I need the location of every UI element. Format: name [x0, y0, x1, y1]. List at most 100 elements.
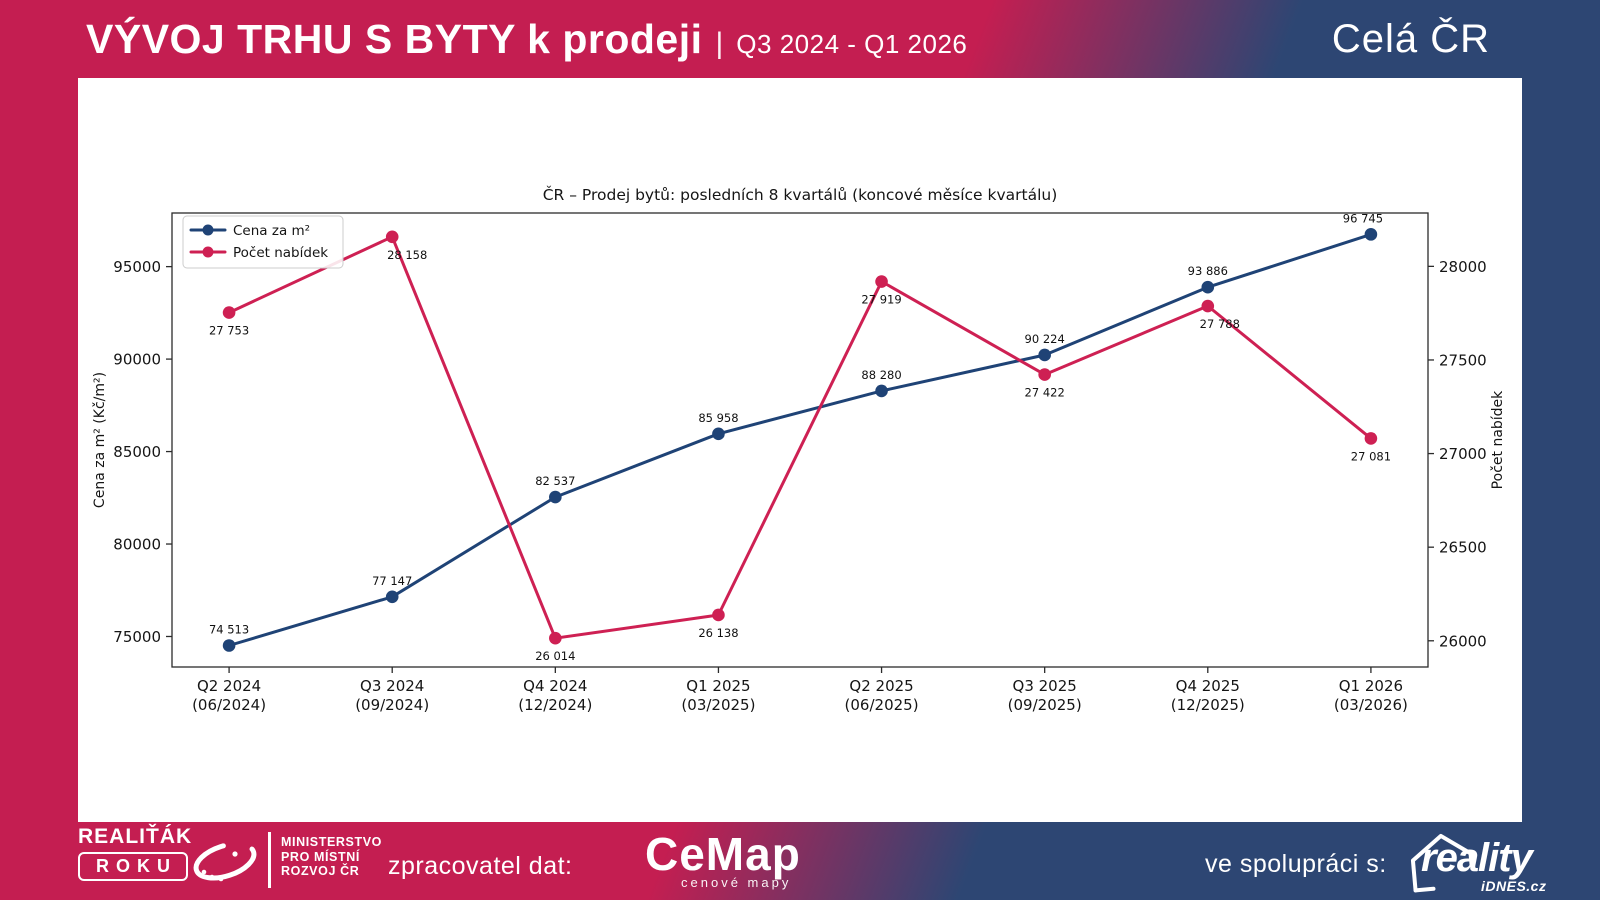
- chart-panel: ČR – Prodej bytů: posledních 8 kvartálů …: [78, 78, 1522, 822]
- data-point: [712, 427, 725, 441]
- page-title: VÝVOJ TRHU S BYTY k prodeji: [86, 15, 703, 62]
- svg-text:Q1 2026: Q1 2026: [1339, 677, 1403, 695]
- svg-text:95000: 95000: [113, 258, 161, 276]
- header-bar: VÝVOJ TRHU S BYTY k prodeji | Q3 2024 - …: [0, 0, 1600, 78]
- svg-text:80000: 80000: [113, 536, 161, 554]
- data-label: 77 147: [372, 574, 412, 588]
- data-point: [222, 639, 236, 652]
- data-point: [1364, 228, 1378, 241]
- svg-text:28000: 28000: [1439, 258, 1487, 276]
- svg-text:(06/2024): (06/2024): [192, 696, 266, 714]
- data-label: 93 886: [1188, 264, 1228, 278]
- svg-text:(09/2025): (09/2025): [1008, 696, 1082, 714]
- data-label: 27 788: [1200, 317, 1240, 331]
- data-point: [1038, 368, 1051, 381]
- svg-text:Q4 2024: Q4 2024: [523, 677, 587, 695]
- line-chart: ČR – Prodej bytů: posledních 8 kvartálů …: [92, 185, 1506, 714]
- data-label: 27 081: [1351, 449, 1391, 463]
- data-label: 96 745: [1343, 211, 1383, 225]
- data-label: 85 958: [698, 411, 738, 425]
- data-label: 27 919: [861, 293, 901, 307]
- svg-text:26500: 26500: [1439, 539, 1487, 557]
- svg-text:(03/2026): (03/2026): [1334, 696, 1408, 714]
- series-listings: [222, 230, 1378, 645]
- legend-label: Cena za m²: [233, 223, 310, 239]
- data-point: [1201, 299, 1215, 313]
- svg-text:Q3 2025: Q3 2025: [1013, 677, 1077, 695]
- reality-idnes-logo: reality iDNES.cz: [1405, 830, 1575, 896]
- svg-text:Q3 2024: Q3 2024: [360, 677, 424, 695]
- idnes-wordmark: iDNES.cz: [1481, 878, 1547, 894]
- series-price: [222, 228, 1378, 652]
- svg-text:(09/2024): (09/2024): [355, 696, 429, 714]
- cemap-tagline: cenové mapy: [681, 875, 792, 890]
- cemap-logo: CeMap cenové mapy: [645, 827, 801, 890]
- footer-bar: REALIŤÁK ROKU MINISTERSTVO PRO MÍSTNÍ RO…: [0, 822, 1600, 900]
- legend: Cena za m² Počet nabídek: [182, 215, 344, 269]
- svg-text:(06/2025): (06/2025): [845, 696, 919, 714]
- data-label: 28 158: [387, 248, 427, 262]
- svg-text:Q2 2025: Q2 2025: [849, 677, 913, 695]
- y-axis-right: 26000 26500 27000 27500 28000 Počet nabídek: [1428, 258, 1506, 650]
- data-point: [385, 230, 399, 244]
- data-label: 26 014: [535, 649, 575, 663]
- data-labels: 27 753 28 158 26 014 26 138 27 919 27 422 27 7…: [209, 248, 1391, 663]
- chart-title: ČR – Prodej bytů: posledních 8 kvartálů …: [543, 185, 1058, 204]
- svg-text:85000: 85000: [113, 443, 161, 461]
- svg-text:75000: 75000: [113, 628, 161, 646]
- ministry-line: MINISTERSTVO: [281, 835, 382, 849]
- data-point: [875, 384, 888, 398]
- realitak-roku-logo: REALIŤÁK ROKU: [78, 825, 193, 881]
- svg-text:(12/2024): (12/2024): [518, 696, 592, 714]
- data-point: [712, 608, 725, 622]
- data-label: 90 224: [1025, 332, 1065, 346]
- svg-text:(03/2025): (03/2025): [681, 696, 755, 714]
- legend-label: Počet nabídek: [233, 245, 328, 261]
- data-point: [1038, 348, 1051, 362]
- data-label: 82 537: [535, 474, 575, 488]
- footer-divider: [268, 832, 271, 888]
- header-period: Q3 2024 - Q1 2026: [736, 28, 968, 59]
- ministry-logo: MINISTERSTVO PRO MÍSTNÍ ROZVOJ ČR: [281, 835, 382, 879]
- roku-badge: ROKU: [78, 852, 188, 881]
- data-label: 27 753: [209, 324, 249, 338]
- x-axis: Q2 2024(06/2024)Q3 2024(09/2024)Q4 2024(…: [192, 667, 1408, 714]
- svg-text:(12/2025): (12/2025): [1171, 696, 1245, 714]
- data-point: [875, 275, 888, 288]
- partner-label: ve spolupráci s:: [1205, 850, 1387, 878]
- data-label: 27 422: [1025, 386, 1065, 400]
- region-label: Celá ČR: [1331, 16, 1490, 61]
- ministry-line: PRO MÍSTNÍ: [281, 849, 360, 864]
- house-icon: [1410, 833, 1474, 893]
- svg-text:26000: 26000: [1439, 632, 1487, 650]
- svg-text:90000: 90000: [113, 351, 161, 369]
- y-axis-left: 75000 80000 85000 90000 95000 Cena za m² (Kč/…: [92, 258, 172, 646]
- svg-text:27000: 27000: [1439, 445, 1487, 463]
- data-point: [385, 590, 399, 604]
- data-point: [549, 490, 562, 504]
- svg-text:Cena za m² (Kč/m²): Cena za m² (Kč/m²): [92, 372, 108, 508]
- header-title-group: VÝVOJ TRHU S BYTY k prodeji | Q3 2024 - …: [86, 16, 967, 63]
- reality-wordmark: reality: [1421, 836, 1533, 880]
- data-point: [549, 631, 562, 645]
- data-label: 26 138: [698, 626, 738, 640]
- data-point: [222, 306, 236, 319]
- data-point: [1364, 432, 1378, 445]
- ministry-swirl-icon: [193, 841, 257, 882]
- plot-frame: [171, 212, 1429, 668]
- data-label: 88 280: [861, 368, 901, 382]
- data-provider-label: zpracovatel dat:: [388, 852, 573, 880]
- title-divider: |: [715, 26, 724, 60]
- svg-text:Počet nabídek: Počet nabídek: [1490, 390, 1506, 489]
- svg-text:Q2 2024: Q2 2024: [197, 677, 261, 695]
- svg-text:27500: 27500: [1439, 351, 1487, 369]
- realitak-label: REALIŤÁK: [78, 825, 193, 848]
- cemap-wordmark: CeMap: [645, 828, 801, 880]
- data-labels: 74 513 77 147 82 537 85 958 88 280 90 224 93 8…: [209, 211, 1383, 636]
- data-label: 74 513: [209, 622, 249, 636]
- svg-text:Q1 2025: Q1 2025: [686, 677, 750, 695]
- svg-text:ČR – Prodej bytů: posledních 8: ČR – Prodej bytů: posledních 8 kvartálů …: [543, 185, 1058, 204]
- data-point: [1201, 280, 1215, 294]
- svg-text:Q4 2025: Q4 2025: [1176, 677, 1240, 695]
